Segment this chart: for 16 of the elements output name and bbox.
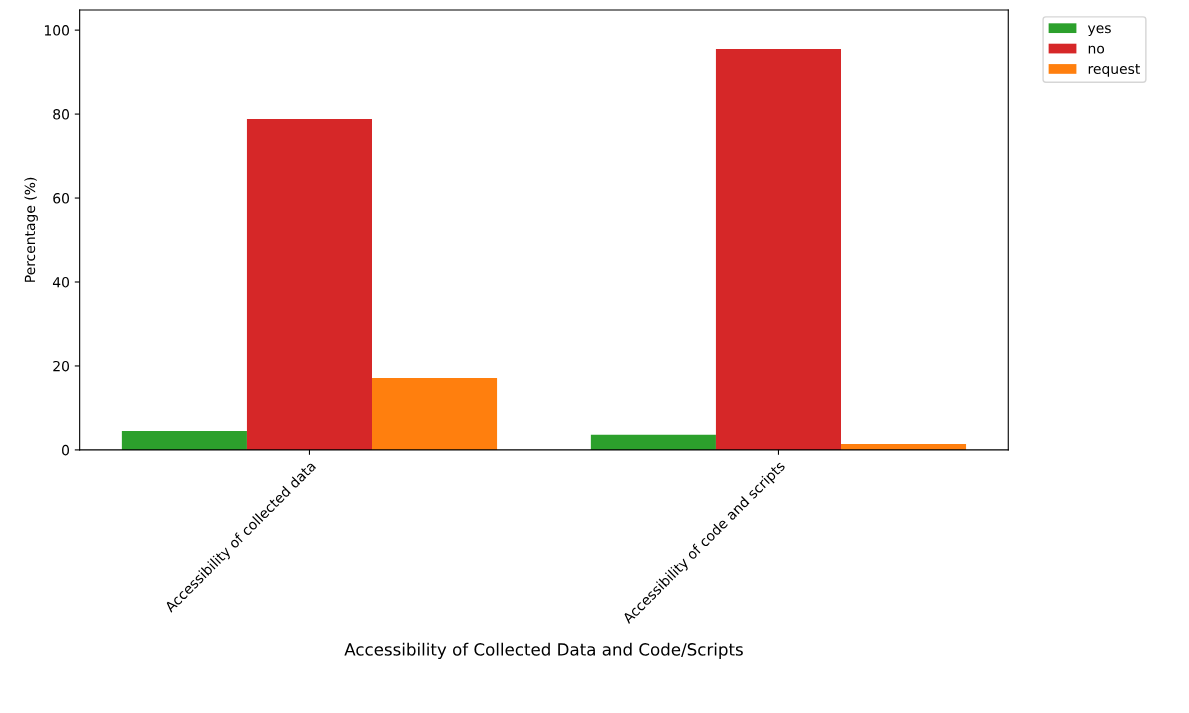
y-tick-label: 0 — [62, 444, 70, 456]
y-tick-label: 100 — [44, 25, 70, 36]
legend-label: yes — [1087, 25, 1111, 36]
y-tick-label: 80 — [53, 109, 70, 120]
bar — [246, 119, 372, 450]
bar — [715, 49, 841, 450]
y-tick-label: 40 — [52, 276, 70, 288]
legend-label: request — [1088, 64, 1140, 77]
y-tick-label: 20 — [53, 360, 70, 372]
bar — [372, 378, 498, 450]
y-tick-label: 60 — [53, 193, 70, 204]
bar — [121, 431, 247, 450]
y-axis-title: Percentage (%) — [24, 177, 38, 282]
bar — [590, 434, 716, 450]
x-axis-title: Accessibility of Collected Data and Code/Scripts — [344, 642, 743, 659]
legend-label: no — [1088, 45, 1105, 54]
